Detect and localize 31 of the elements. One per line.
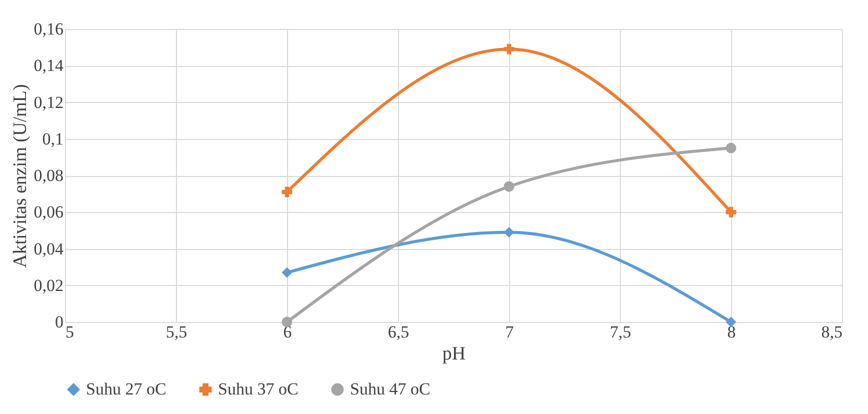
y-axis-title: Aktivitas enzim (U/mL): [10, 84, 31, 268]
y-tick-label: 0,04: [34, 239, 64, 258]
x-tick-label: 8,5: [821, 322, 842, 342]
y-tick-label: 0,06: [34, 202, 64, 222]
point: [726, 142, 736, 154]
point: [504, 181, 514, 192]
y-tick-label: 0,14: [34, 56, 64, 76]
x-tick-label: 6,5: [388, 322, 410, 342]
x-axis-title: pH: [442, 344, 466, 364]
point: [282, 267, 292, 278]
legend-label: Suhu 47 oC: [350, 380, 430, 399]
y-tick-label: 0,12: [34, 92, 64, 112]
point: [282, 316, 292, 328]
point: [504, 44, 514, 54]
x-tick-label: 8: [727, 322, 736, 342]
legend-label: Suhu 37 oC: [218, 380, 298, 399]
y-tick-label: 0,02: [34, 276, 64, 295]
point: [726, 206, 736, 218]
x-tick-label: 5: [66, 322, 74, 342]
y-tick-label: 0,08: [34, 166, 64, 185]
x-tick-label: 6: [283, 322, 292, 342]
point: [726, 316, 736, 328]
point: [282, 186, 292, 198]
y-tick-label: 0: [55, 312, 64, 332]
x-tick-label: 5,5: [166, 322, 188, 342]
x-tick-label: 7: [505, 322, 514, 342]
point: [504, 227, 514, 238]
y-tick-label: 0,16: [34, 20, 64, 38]
legend-label: Suhu 27 oC: [86, 380, 166, 399]
y-tick-label: 0,1: [42, 129, 64, 148]
x-tick-label: 7,5: [610, 322, 632, 342]
